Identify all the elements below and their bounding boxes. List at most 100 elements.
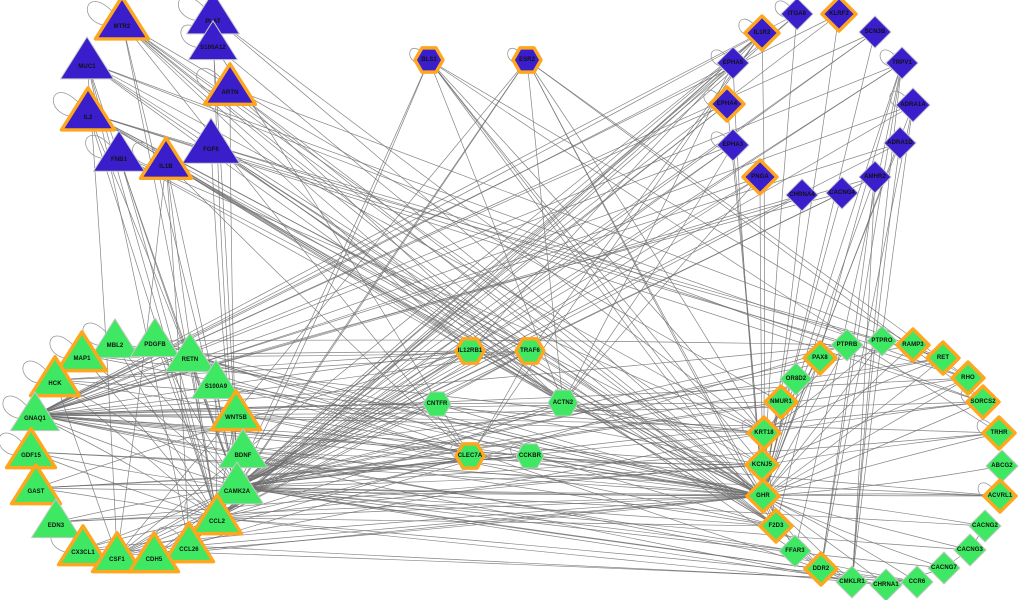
graph-node-adra1a[interactable] (894, 86, 931, 123)
graph-node-itga8[interactable] (779, 0, 814, 32)
graph-node-kcnj5[interactable] (744, 447, 780, 483)
graph-node-gnaq1[interactable] (9, 389, 62, 442)
graph-edge (34, 414, 1000, 434)
graph-node-ret[interactable] (925, 340, 961, 376)
graph-edge (762, 344, 914, 497)
graph-node-il12rb1[interactable] (454, 336, 486, 367)
graph-node-cdh5[interactable] (127, 530, 181, 583)
graph-edge (469, 350, 764, 497)
graph-node-il2[interactable] (59, 84, 117, 141)
graph-node-epha5[interactable] (715, 45, 750, 80)
graph-node-fgf6[interactable] (180, 114, 242, 176)
graph-node-cckbr[interactable] (515, 441, 546, 472)
graph-node-gast[interactable] (9, 462, 63, 515)
graph-edge (761, 432, 1000, 466)
graph-node-cacng2[interactable] (967, 508, 1002, 543)
graph-node-s100a9[interactable] (190, 357, 243, 410)
graph-node-mbl2[interactable] (89, 316, 142, 369)
graph-node-cmklr1[interactable] (834, 564, 869, 599)
graph-node-retn[interactable] (164, 330, 217, 383)
graph-node-ccl26[interactable] (162, 520, 216, 573)
graph-edge (210, 144, 848, 346)
graph-node-cacng7[interactable] (926, 550, 961, 585)
graph-node-pnga[interactable] (741, 158, 779, 196)
graph-edge (236, 403, 438, 488)
graph-node-il1b[interactable] (138, 135, 194, 190)
graph-node-pax8[interactable] (802, 340, 838, 376)
graph-node-chrna4[interactable] (784, 177, 819, 212)
graph-node-or8d2[interactable] (778, 361, 813, 396)
graph-node-muc1[interactable] (58, 33, 115, 90)
graph-node-s100a12[interactable] (187, 18, 240, 71)
graph-edge (216, 517, 853, 583)
graph-edge (121, 21, 471, 457)
graph-node-cx3cl1[interactable] (56, 523, 110, 576)
graph-edge (236, 377, 969, 488)
graph-edge (763, 344, 848, 434)
graph-node-map1[interactable] (55, 329, 109, 382)
graph-node-ramp3[interactable] (895, 327, 931, 363)
graph-node-acvrl1[interactable] (982, 478, 1018, 514)
graph-node-gdf15[interactable] (4, 426, 58, 479)
graph-node-ptpro[interactable] (866, 325, 899, 358)
graph-node-cacng3[interactable] (952, 532, 987, 567)
graph-node-ccl2[interactable] (190, 492, 244, 545)
graph-node-il1r2[interactable] (743, 14, 781, 52)
graph-node-scn3b[interactable] (857, 14, 892, 49)
graph-node-wnt5b[interactable] (209, 388, 263, 441)
graph-node-adra1d[interactable] (882, 125, 917, 160)
graph-node-clec7a[interactable] (454, 441, 486, 472)
graph-node-mtr2[interactable] (93, 0, 151, 51)
graph-node-bdnf[interactable] (217, 426, 270, 479)
graph-edge (216, 59, 528, 519)
graph-node-ffar3[interactable] (777, 533, 812, 568)
graph-edge (54, 350, 471, 381)
graph-node-ghr[interactable] (745, 478, 781, 514)
graph-edge (81, 354, 764, 497)
graph-node-chrna1[interactable] (868, 567, 903, 600)
graph-edge (54, 379, 118, 557)
graph-edge (229, 87, 564, 404)
graph-node-camk2a[interactable] (208, 458, 265, 515)
graph-node-krt18[interactable] (746, 415, 782, 451)
graph-edge (81, 354, 218, 519)
graph-node-artn[interactable] (202, 61, 258, 116)
graph-node-cntfr[interactable] (422, 389, 453, 420)
graph-node-trhr[interactable] (981, 415, 1017, 451)
graph-node-ddr2[interactable] (803, 551, 839, 587)
graph-node-rho[interactable] (950, 360, 986, 396)
graph-node-esr2[interactable] (511, 45, 543, 76)
graph-edge (236, 357, 821, 488)
graph-edge (236, 176, 761, 488)
graph-node-edn3[interactable] (30, 496, 83, 549)
graph-edge (236, 13, 840, 488)
graph-edge (30, 451, 1001, 497)
graph-edge (775, 62, 903, 527)
graph-node-traf6[interactable] (514, 336, 546, 367)
graph-node-trpv1[interactable] (884, 45, 919, 80)
graph-node-cacng4[interactable] (824, 175, 859, 210)
graph-node-hck[interactable] (28, 354, 82, 407)
graph-node-actn2[interactable] (547, 387, 580, 420)
graph-edge (54, 379, 764, 497)
graph-node-klrf2[interactable] (820, 0, 858, 33)
graph-node-sorcs2[interactable] (965, 384, 1001, 420)
graph-node-epha3[interactable] (715, 127, 750, 162)
graph-edge (762, 495, 853, 583)
graph-edge (34, 350, 471, 416)
graph-edge (114, 341, 238, 488)
graph-node-epha4[interactable] (708, 85, 746, 123)
graph-node-nmur1[interactable] (763, 384, 799, 420)
graph-node-csf1[interactable] (90, 530, 144, 583)
graph-edge (851, 176, 876, 583)
graph-node-pdgfb[interactable] (129, 315, 182, 368)
graph-node-f2d3[interactable] (758, 508, 794, 544)
graph-node-ccr6[interactable] (899, 564, 934, 599)
graph-node-bls1[interactable] (413, 45, 445, 76)
graph-node-fnb1[interactable] (92, 128, 147, 183)
graph-edge (428, 59, 765, 434)
graph-node-amhr2[interactable] (857, 159, 892, 194)
graph-node-ptprb[interactable] (829, 327, 864, 362)
